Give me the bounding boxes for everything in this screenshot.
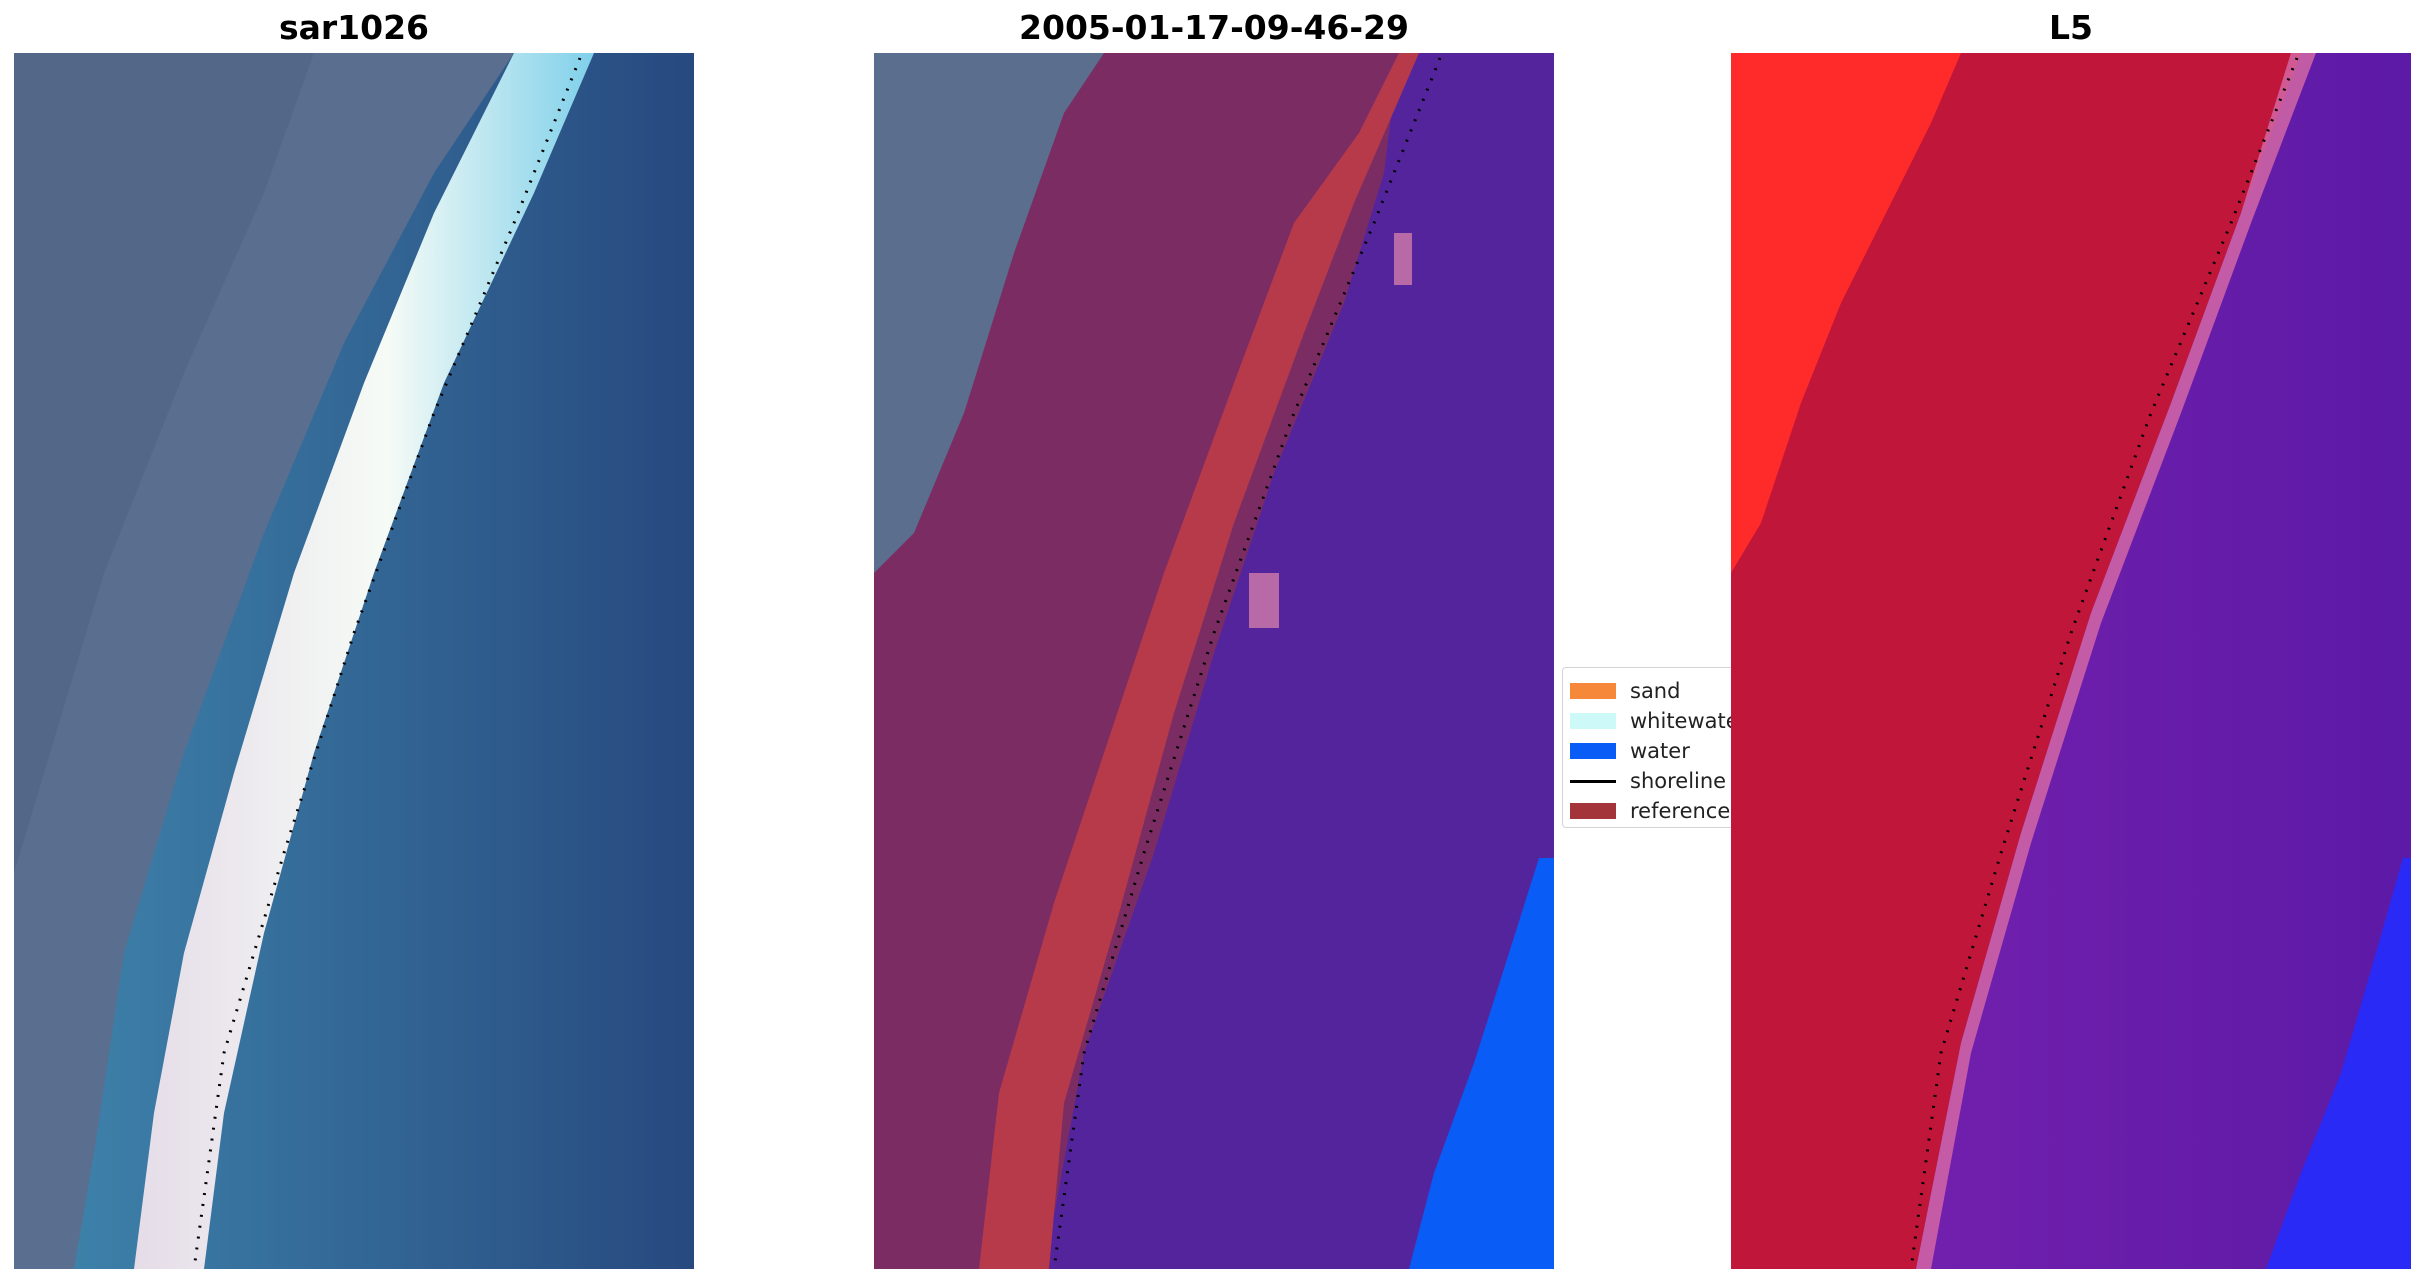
whitewater-swatch — [1570, 713, 1616, 729]
land-probability-area — [1731, 53, 2301, 1269]
high-water-probability — [2266, 858, 2411, 1269]
legend-item-shoreline: shoreline — [1563, 765, 1741, 795]
water-swatch — [1570, 743, 1616, 759]
shoreline — [192, 57, 582, 1269]
panel-title-classification: 2005-01-17-09-46-29 — [1019, 8, 1409, 47]
rgb-image-panel — [14, 53, 694, 1269]
legend-item-sand: sand — [1563, 675, 1741, 705]
legend-item-reference: reference — [1563, 795, 1741, 825]
legend-label: sand — [1630, 679, 1681, 703]
legend: sand whitewater water shoreline referenc… — [1562, 667, 1742, 828]
beach-band — [134, 53, 594, 1269]
unclassified-land — [874, 53, 1104, 573]
shoreline-line-swatch — [1570, 780, 1616, 783]
legend-label: water — [1630, 739, 1690, 763]
reference-swatch — [1570, 803, 1616, 819]
legend-item-whitewater: whitewater — [1563, 705, 1742, 735]
classification-image — [874, 53, 1554, 1269]
legend-label: reference — [1630, 799, 1731, 823]
legend-label: whitewater — [1630, 709, 1742, 733]
land-texture — [14, 53, 314, 873]
shoreline — [1909, 57, 2299, 1269]
class-speckle-1 — [1394, 233, 1412, 285]
legend-item-water: water — [1563, 735, 1741, 765]
legend-label: shoreline — [1630, 769, 1727, 793]
rgb-image — [14, 53, 694, 1269]
probability-image — [1731, 53, 2411, 1269]
sand-swatch — [1570, 683, 1616, 699]
panel-title-rgb: sar1026 — [278, 8, 430, 47]
class-speckle-2 — [1249, 573, 1279, 628]
shoreline — [1052, 57, 1442, 1269]
reference-class-band — [979, 53, 1419, 1269]
high-land-probability — [1731, 53, 1961, 573]
probability-panel — [1731, 53, 2411, 1269]
panel-title-probability: L5 — [2049, 8, 2093, 47]
water-class-area — [1409, 858, 1554, 1269]
classification-panel — [874, 53, 1554, 1269]
